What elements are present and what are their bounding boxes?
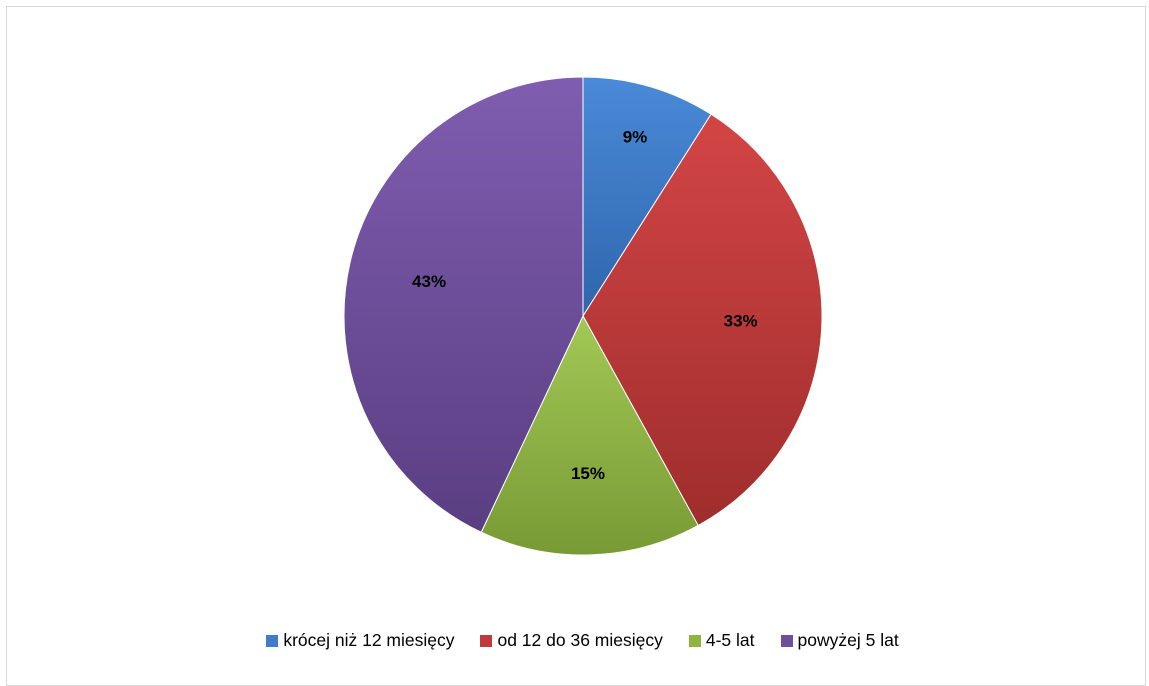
legend-item-4-5-years: 4-5 lat [688,630,755,651]
legend-label: 4-5 lat [705,630,755,650]
pie-data-labels: 9% 33% 15% 43% [412,127,758,483]
chart-legend: krócej niż 12 miesięcy od 12 do 36 miesię… [0,630,1149,651]
data-label-under-12-months: 9% [623,127,648,146]
legend-item-under-12-months: krócej niż 12 miesięcy [266,630,454,651]
legend-swatch [780,634,793,647]
pie-slice-under-12-months [582,76,712,318]
legend-label: krócej niż 12 miesięcy [283,630,455,650]
pie-slice-12-36-months [582,113,823,527]
data-label-4-5-years: 15% [571,464,605,483]
legend-item-over-5-years: powyżej 5 lat [780,630,899,651]
legend-swatch [688,634,701,647]
legend-label: powyżej 5 lat [797,630,899,650]
data-label-over-5-years: 43% [412,272,446,291]
legend-swatch [266,634,279,647]
pie-slices [343,76,823,556]
data-label-12-36-months: 33% [724,311,758,330]
pie-slice-4-5-years [480,314,699,556]
pie-slice-over-5-years [343,76,584,533]
legend-swatch [480,634,493,647]
legend-label: od 12 do 36 miesięcy [497,630,663,650]
legend-item-12-36-months: od 12 do 36 miesięcy [480,630,663,651]
